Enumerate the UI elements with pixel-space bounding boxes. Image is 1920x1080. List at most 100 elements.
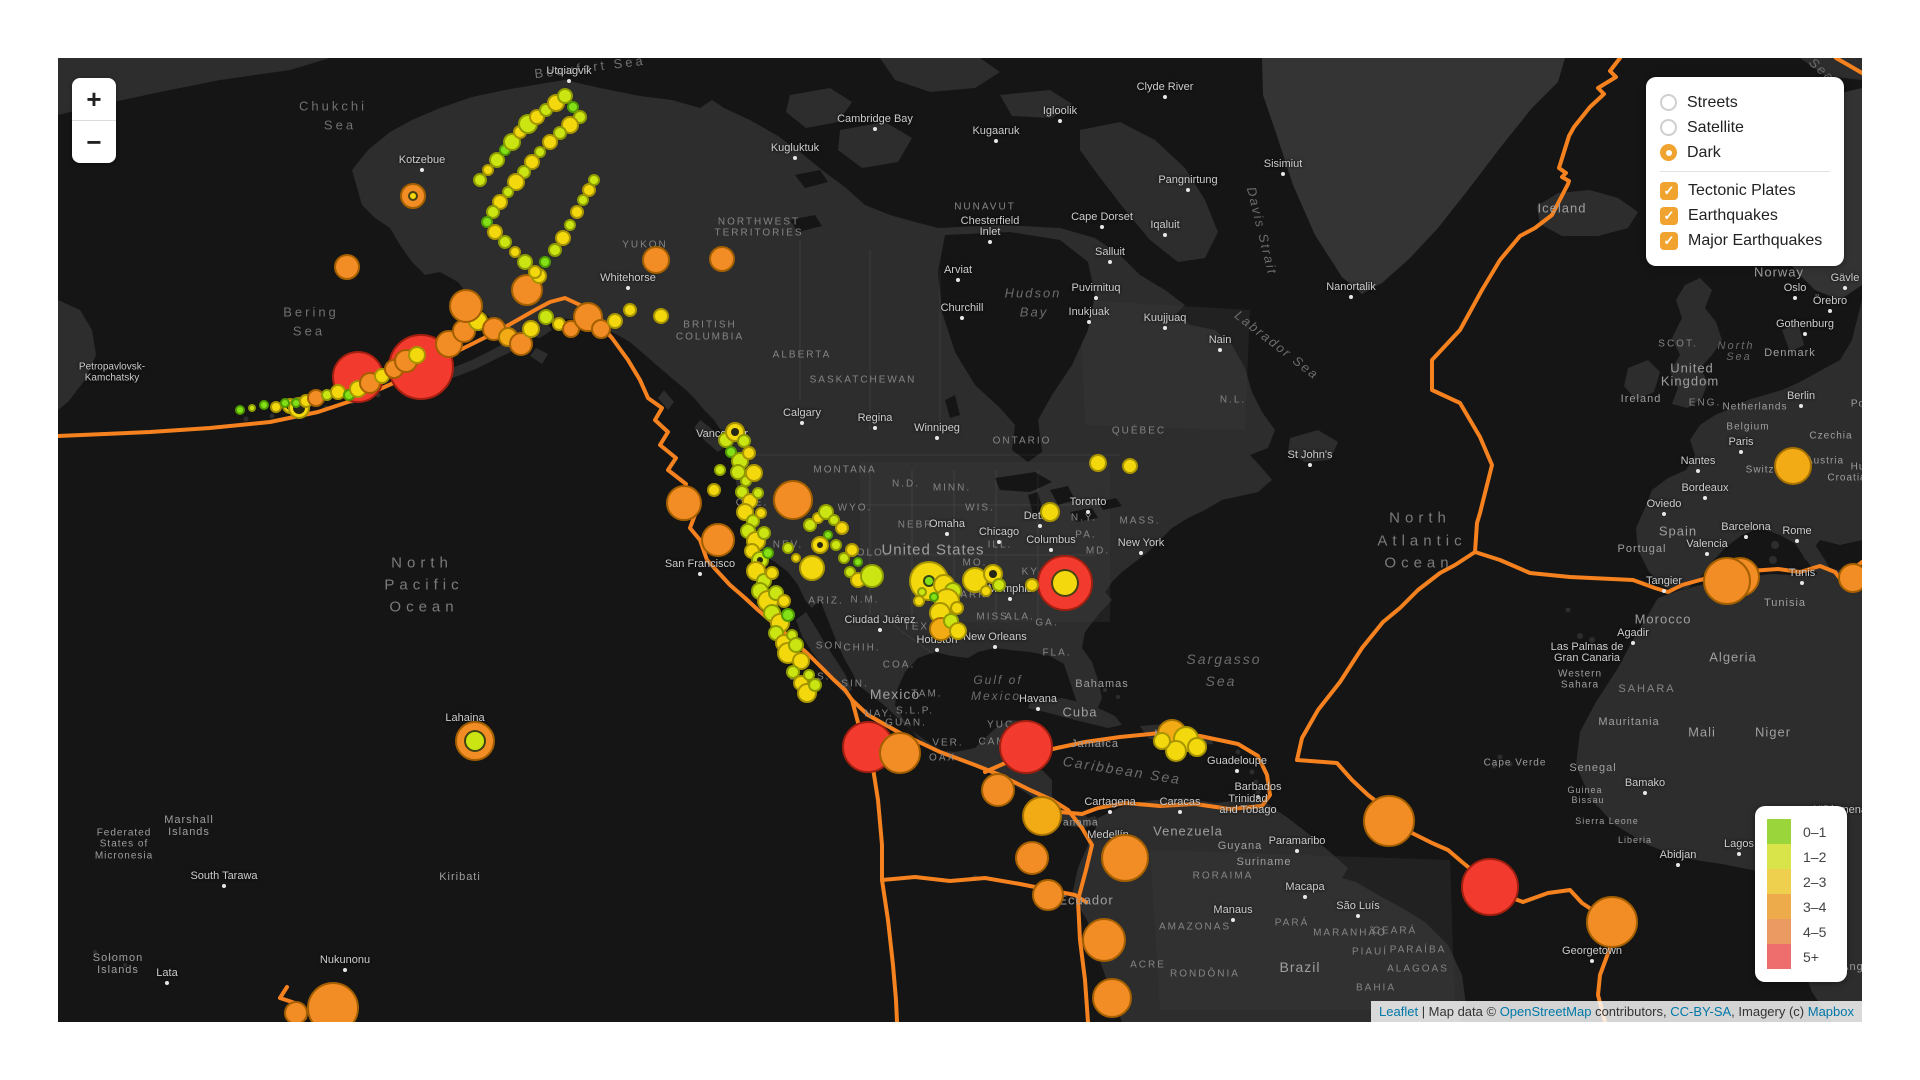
earthquake-marker[interactable]	[701, 523, 735, 557]
leaflet-map[interactable]: Chukchi Sea Beaufort Sea Bering Sea North Paci…	[58, 58, 1862, 1022]
earthquake-marker[interactable]	[980, 585, 992, 597]
earthquake-marker[interactable]	[570, 205, 584, 219]
earthquake-marker[interactable]	[482, 164, 494, 176]
earthquake-marker[interactable]	[539, 256, 551, 268]
earthquake-marker[interactable]	[486, 205, 500, 219]
earthquake-marker[interactable]	[1025, 578, 1039, 592]
earthquake-marker[interactable]	[808, 678, 822, 692]
earthquake-marker[interactable]	[755, 507, 767, 519]
earthquake-marker[interactable]	[1032, 879, 1064, 911]
earthquake-marker[interactable]	[577, 194, 589, 206]
earthquake-marker[interactable]	[714, 464, 726, 476]
earthquake-marker[interactable]	[1037, 555, 1093, 611]
earthquake-marker[interactable]	[981, 773, 1015, 807]
earthquake-marker[interactable]	[725, 422, 745, 442]
earthquake-marker[interactable]	[555, 230, 571, 246]
earthquake-marker[interactable]	[487, 224, 503, 240]
earthquake-marker[interactable]	[653, 308, 669, 324]
earthquake-marker[interactable]	[823, 530, 833, 540]
earthquake-marker[interactable]	[1165, 740, 1187, 762]
earthquake-marker[interactable]	[280, 398, 290, 408]
earthquake-marker[interactable]	[913, 595, 925, 607]
earthquake-marker[interactable]	[1774, 447, 1812, 485]
earthquake-marker[interactable]	[235, 405, 245, 415]
earthquake-marker[interactable]	[498, 235, 512, 249]
earthquake-marker[interactable]	[762, 547, 774, 559]
earthquake-marker[interactable]	[666, 485, 702, 521]
attribution-link-leaflet[interactable]: Leaflet	[1379, 1004, 1419, 1019]
earthquake-marker[interactable]	[334, 254, 360, 280]
earthquake-marker[interactable]	[1187, 737, 1207, 757]
earthquake-marker[interactable]	[791, 553, 801, 563]
earthquake-marker[interactable]	[557, 88, 573, 104]
earthquake-marker[interactable]	[1586, 896, 1638, 948]
earthquake-marker[interactable]	[528, 265, 542, 279]
earthquake-marker[interactable]	[830, 539, 842, 551]
earthquake-marker[interactable]	[1703, 557, 1751, 605]
earthquake-marker[interactable]	[1092, 978, 1132, 1018]
checkbox-checked-icon[interactable]: ✓	[1660, 206, 1678, 225]
checkbox-checked-icon[interactable]: ✓	[1660, 231, 1678, 250]
earthquake-marker[interactable]	[307, 982, 359, 1022]
earthquake-marker[interactable]	[992, 578, 1006, 592]
earthquake-marker[interactable]	[1040, 502, 1060, 522]
earthquake-marker[interactable]	[473, 173, 487, 187]
attribution-link-mapbox[interactable]: Mapbox	[1807, 1004, 1854, 1019]
earthquake-marker[interactable]	[1461, 858, 1519, 916]
earthquake-marker[interactable]	[707, 483, 721, 497]
earthquake-marker[interactable]	[400, 183, 426, 209]
earthquake-marker[interactable]	[782, 542, 794, 554]
earthquake-marker[interactable]	[1022, 796, 1062, 836]
overlay-option-tectonic-plates[interactable]: ✓ Tectonic Plates	[1660, 178, 1830, 203]
earthquake-marker[interactable]	[853, 557, 863, 567]
earthquake-marker[interactable]	[408, 346, 426, 364]
earthquake-marker[interactable]	[607, 313, 623, 329]
earthquake-marker[interactable]	[781, 608, 795, 622]
earthquake-marker[interactable]	[548, 243, 562, 257]
earthquake-marker[interactable]	[765, 566, 779, 580]
earthquake-marker[interactable]	[999, 720, 1053, 774]
earthquake-marker[interactable]	[489, 152, 505, 168]
earthquake-marker[interactable]	[449, 289, 483, 323]
overlay-option-earthquakes[interactable]: ✓ Earthquakes	[1660, 203, 1830, 228]
earthquake-marker[interactable]	[259, 400, 269, 410]
earthquake-marker[interactable]	[799, 555, 825, 581]
earthquake-marker[interactable]	[811, 536, 829, 554]
earthquake-marker[interactable]	[950, 601, 964, 615]
earthquake-marker[interactable]	[591, 319, 611, 339]
earthquake-marker[interactable]	[757, 526, 771, 540]
earthquake-marker[interactable]	[248, 404, 256, 412]
zoom-in-button[interactable]: +	[86, 83, 102, 114]
earthquake-marker[interactable]	[284, 1001, 308, 1022]
earthquake-marker[interactable]	[1101, 834, 1149, 882]
earthquake-marker[interactable]	[860, 564, 884, 588]
earthquake-marker[interactable]	[538, 309, 554, 325]
earthquake-marker[interactable]	[1363, 795, 1415, 847]
radio-selected-icon[interactable]	[1660, 144, 1677, 161]
earthquake-marker[interactable]	[745, 464, 763, 482]
earthquake-marker[interactable]	[1153, 732, 1171, 750]
earthquake-marker[interactable]	[517, 254, 533, 270]
earthquake-marker[interactable]	[879, 732, 921, 774]
earthquake-marker[interactable]	[1838, 563, 1862, 593]
attribution-link-openstreetmap[interactable]: OpenStreetMap	[1499, 1004, 1592, 1019]
earthquake-marker[interactable]	[845, 543, 859, 557]
earthquake-marker[interactable]	[542, 134, 558, 150]
earthquake-marker[interactable]	[564, 219, 576, 231]
zoom-out-button[interactable]: −	[86, 126, 102, 157]
base-layer-option-streets[interactable]: Streets	[1660, 90, 1830, 115]
attribution-link-cc-by-sa[interactable]: CC-BY-SA	[1670, 1004, 1732, 1019]
earthquake-marker[interactable]	[642, 246, 670, 274]
overlay-option-major-earthquakes[interactable]: ✓ Major Earthquakes	[1660, 228, 1830, 253]
earthquake-marker[interactable]	[509, 246, 521, 258]
earthquake-marker[interactable]	[835, 521, 849, 535]
earthquake-marker[interactable]	[1122, 458, 1138, 474]
earthquake-marker[interactable]	[709, 246, 735, 272]
earthquake-marker[interactable]	[455, 721, 495, 761]
base-layer-option-satellite[interactable]: Satellite	[1660, 115, 1830, 140]
earthquake-marker[interactable]	[1089, 454, 1107, 472]
earthquake-marker[interactable]	[623, 303, 637, 317]
earthquake-marker[interactable]	[742, 446, 756, 460]
earthquake-marker[interactable]	[773, 480, 813, 520]
radio-icon[interactable]	[1660, 119, 1677, 136]
